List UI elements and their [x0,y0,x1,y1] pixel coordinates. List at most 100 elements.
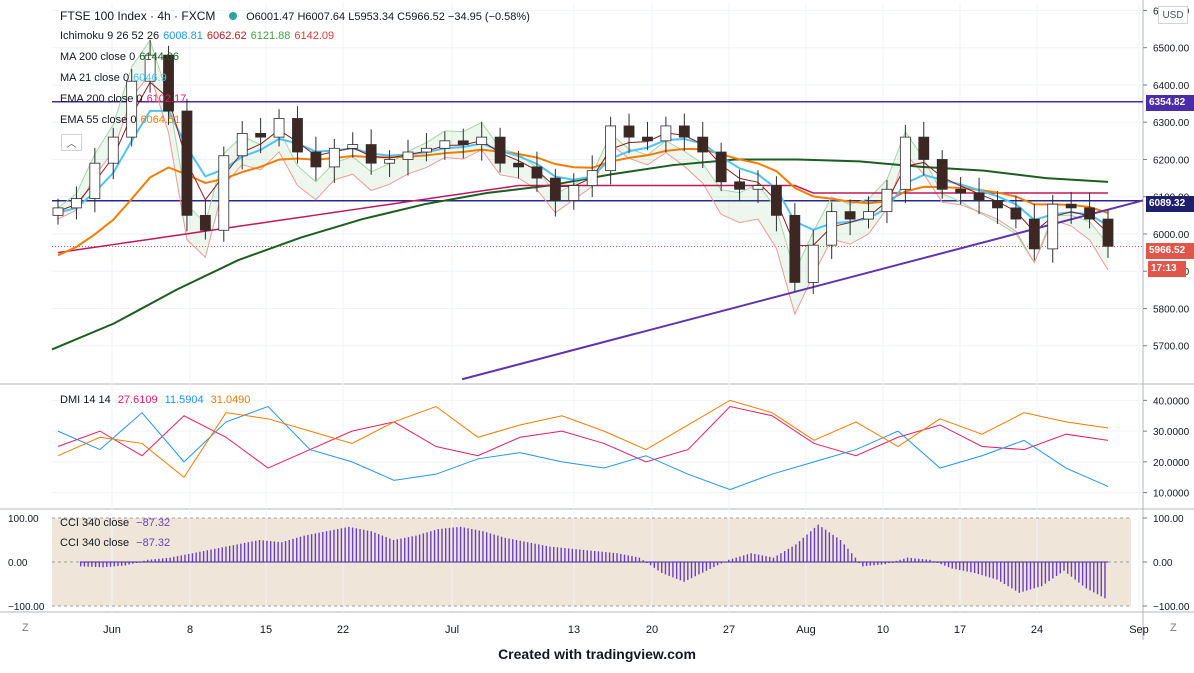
cci-bar [728,559,730,562]
indicator-row[interactable]: EMA 200 close 0 6102.17 [60,93,338,106]
cci-bar [124,562,127,566]
cci-bar [173,556,175,562]
candle-body [826,211,838,246]
candle-body [771,185,782,216]
cci-bar [359,529,361,562]
cci-bar [1018,562,1021,593]
cci-bar [370,531,372,562]
cci-bar [113,562,115,567]
cci-bar [325,531,328,562]
cci-bar [817,524,819,562]
cci-bar [1089,562,1091,591]
cci-bar [1040,562,1043,587]
candle-body [494,136,506,164]
cci-bar [202,551,205,562]
cci-bar [355,528,358,562]
candle-body [531,166,543,179]
candle-body [144,54,156,82]
cci-bar [672,562,674,578]
cci-bar [783,551,786,562]
candle-body [218,155,230,231]
dmi-plus-value: 27.6109 [117,394,158,406]
cci-bar [1037,562,1039,588]
cci-bar [1026,562,1028,591]
cci-bar [1052,562,1054,579]
cci-bar [940,562,942,565]
time-tick-label: 20 [646,624,658,636]
indicator-row[interactable]: Ichimoku 9 26 52 26 6008.81 6062.62 6121.88… [60,30,338,43]
cci-bar [266,540,268,562]
cci-bar [698,562,700,575]
indicator-label: MA 21 close 0 [60,72,130,84]
candle-body [568,185,580,201]
indicator-value: 6064.51 [140,114,181,126]
candle-body [1084,207,1095,220]
cci-bar [519,540,521,562]
cci-bar [769,556,771,562]
timezone-icon-left[interactable]: Z [22,622,29,634]
dmi-series-line [57,405,1109,469]
cci-bar [634,556,637,562]
candle-body [347,144,359,149]
cci-bar [161,558,164,562]
cci-bar [594,551,596,562]
cci-bar [1011,562,1013,589]
cci-bar [83,562,86,567]
cci-bar [657,562,659,571]
cci-bar [262,540,264,562]
cci-bar [959,562,961,571]
indicator-legend: Ichimoku 9 26 52 26 6008.81 6062.62 6121.88… [60,30,338,135]
ema200-line [57,184,1108,254]
cci-bar [720,562,723,564]
cci-bar [109,562,112,567]
cci-bar [526,542,529,562]
candle-body [439,140,451,149]
cci-bar [716,562,719,566]
cci-bar [452,527,454,562]
indicator-row[interactable]: MA 200 close 0 6144.06 [60,51,338,64]
cci-bar [1063,562,1065,571]
price-tick-label: 5700.00 [1153,342,1190,353]
cci-bar [649,562,652,566]
cci-bar [981,562,983,576]
cci-bar [579,549,581,562]
cci-bar [675,562,678,579]
cci-bar [664,562,667,575]
cci-bar [392,540,395,562]
cci-bar [1048,562,1050,582]
candle-body [1065,203,1077,209]
cci-bar [966,562,968,572]
cci-bar [742,555,745,562]
indicator-row[interactable]: EMA 55 close 0 6064.51 [60,114,338,127]
cci-bar [597,551,600,562]
candle-body [642,136,653,142]
chart-header: FTSE 100 Index · 4h · FXCM O6001.47 H600… [60,10,534,24]
cci-bar [541,545,544,562]
ma200-line [51,158,1109,351]
candle-body [236,132,248,157]
cci-bar [1093,562,1095,593]
ichimoku-conversion-line [57,81,1109,247]
cci-bar [299,536,302,562]
dmi-tick-label: 40.0000 [1153,396,1190,407]
cci-bar [515,540,518,562]
cci-bar [348,526,350,562]
ma21-line [57,109,1109,231]
cci-bar [485,532,488,562]
indicator-row[interactable]: MA 21 close 0 6046.9 [60,72,338,85]
cci-bar [243,542,246,562]
candle-body [273,118,285,138]
cci-bar [463,527,466,562]
cci-bar [176,556,179,562]
timezone-icon-right[interactable]: Z [1170,622,1177,634]
cci-bar [258,540,261,562]
currency-button[interactable]: USD [1158,6,1188,24]
cci-bar [128,562,130,565]
dmi-tick-label: 20.0000 [1153,458,1190,469]
collapse-legend-button[interactable]: ︿ [61,134,82,151]
cci-bar [873,562,875,566]
cci-bar [512,539,514,562]
cci-bar [322,531,324,562]
